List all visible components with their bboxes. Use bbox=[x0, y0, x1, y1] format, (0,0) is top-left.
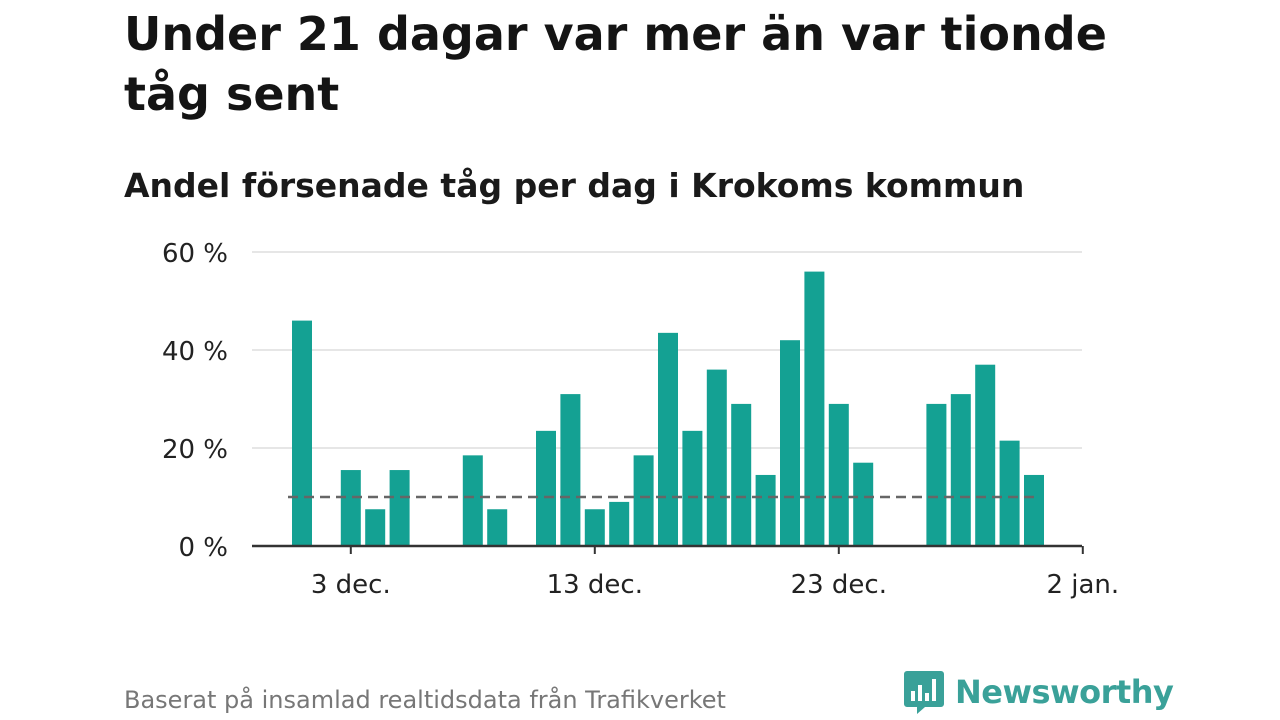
chart-title: Under 21 dagar var mer än var tionde tåg… bbox=[124, 7, 1107, 121]
bar bbox=[999, 440, 1020, 546]
bar bbox=[292, 320, 312, 546]
bar bbox=[658, 332, 678, 546]
x-axis bbox=[252, 544, 1084, 554]
bar bbox=[584, 509, 605, 546]
brand-logo: Newsworthy bbox=[903, 670, 1174, 714]
bar bbox=[633, 455, 654, 546]
bar bbox=[706, 369, 727, 546]
bar bbox=[462, 455, 483, 546]
y-tick-label: 20 % bbox=[162, 435, 228, 465]
y-tick-label: 60 % bbox=[162, 239, 228, 269]
bar bbox=[682, 430, 703, 546]
bar bbox=[975, 364, 996, 546]
x-axis-labels: 3 dec. 13 dec. 23 dec. 2 jan. bbox=[311, 570, 1119, 600]
bar bbox=[487, 509, 508, 546]
x-tick-label: 3 dec. bbox=[311, 570, 391, 600]
bar bbox=[926, 403, 947, 546]
bar bbox=[853, 462, 874, 546]
y-tick-label: 40 % bbox=[162, 337, 228, 367]
bar bbox=[536, 430, 556, 546]
y-axis-labels: 0 % 20 % 40 % 60 % bbox=[162, 239, 228, 563]
brand-name: Newsworthy bbox=[955, 673, 1174, 711]
bar bbox=[950, 394, 971, 546]
bar-chart-logo-icon bbox=[904, 671, 944, 714]
bar bbox=[804, 271, 825, 546]
bar bbox=[389, 470, 410, 546]
x-tick-label: 23 dec. bbox=[791, 570, 887, 600]
bar bbox=[560, 394, 581, 546]
bar bbox=[828, 403, 849, 546]
x-tick-label: 2 jan. bbox=[1046, 570, 1119, 600]
bar bbox=[731, 403, 752, 546]
bar bbox=[609, 501, 630, 546]
chart-subtitle: Andel försenade tåg per dag i Krokoms ko… bbox=[124, 166, 1025, 205]
bar bbox=[1024, 474, 1044, 546]
x-tick-label: 13 dec. bbox=[547, 570, 643, 600]
source-note: Baserat på insamlad realtidsdata från Tr… bbox=[124, 686, 726, 714]
bar bbox=[755, 474, 776, 546]
bar bbox=[780, 340, 800, 546]
bar bbox=[340, 470, 361, 546]
y-tick-label: 0 % bbox=[178, 533, 228, 563]
bars bbox=[292, 271, 1044, 546]
bar-chart: 0 % 20 % 40 % 60 % 3 dec. 13 dec. 23 dec. 2 ja… bbox=[162, 239, 1119, 600]
bar bbox=[365, 509, 386, 546]
